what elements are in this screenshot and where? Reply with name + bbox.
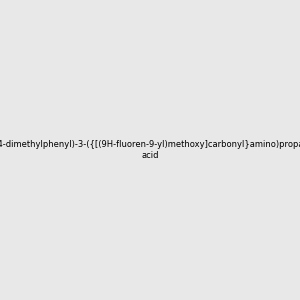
Text: 3-(2,4-dimethylphenyl)-3-({[(9H-fluoren-9-yl)methoxy]carbonyl}amino)propanoic ac: 3-(2,4-dimethylphenyl)-3-({[(9H-fluoren-… [0, 140, 300, 160]
